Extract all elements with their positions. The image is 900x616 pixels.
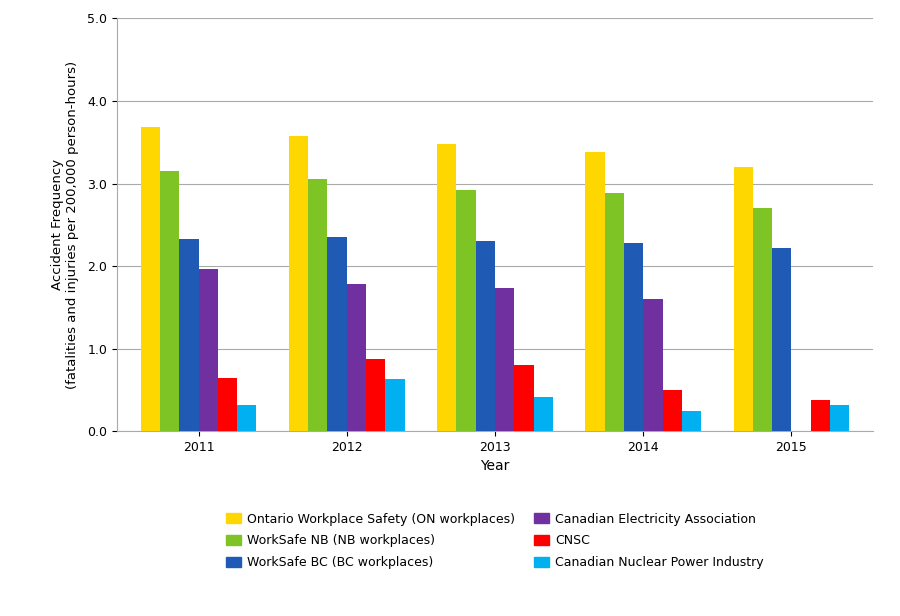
- Bar: [456, 190, 476, 431]
- Legend: Ontario Workplace Safety (ON workplaces), WorkSafe NB (NB workplaces), WorkSafe : Ontario Workplace Safety (ON workplaces)…: [221, 508, 769, 574]
- Y-axis label: Accident Frequency
(fatalities and injuries per 200,000 person-hours): Accident Frequency (fatalities and injur…: [51, 61, 79, 389]
- Bar: [605, 193, 624, 431]
- Bar: [682, 411, 701, 431]
- Bar: [495, 288, 514, 431]
- Bar: [160, 171, 179, 431]
- Bar: [830, 405, 850, 431]
- Bar: [624, 243, 644, 431]
- Bar: [534, 397, 553, 431]
- Bar: [753, 208, 772, 431]
- Bar: [772, 248, 791, 431]
- Bar: [662, 390, 682, 431]
- Bar: [476, 241, 495, 431]
- Bar: [199, 269, 218, 431]
- Bar: [585, 152, 605, 431]
- Bar: [237, 405, 256, 431]
- Bar: [644, 299, 662, 431]
- Bar: [811, 400, 830, 431]
- Bar: [140, 128, 160, 431]
- Bar: [514, 365, 534, 431]
- Bar: [734, 167, 753, 431]
- Bar: [328, 237, 346, 431]
- Bar: [437, 144, 456, 431]
- Bar: [346, 284, 366, 431]
- Bar: [289, 136, 308, 431]
- Bar: [385, 379, 405, 431]
- Bar: [366, 359, 385, 431]
- Bar: [218, 378, 237, 431]
- Bar: [179, 239, 199, 431]
- Bar: [308, 179, 328, 431]
- X-axis label: Year: Year: [481, 460, 509, 474]
